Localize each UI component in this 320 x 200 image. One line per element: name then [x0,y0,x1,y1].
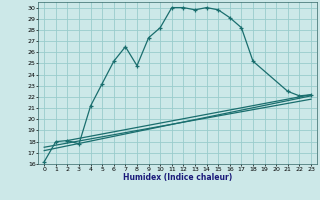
X-axis label: Humidex (Indice chaleur): Humidex (Indice chaleur) [123,173,232,182]
